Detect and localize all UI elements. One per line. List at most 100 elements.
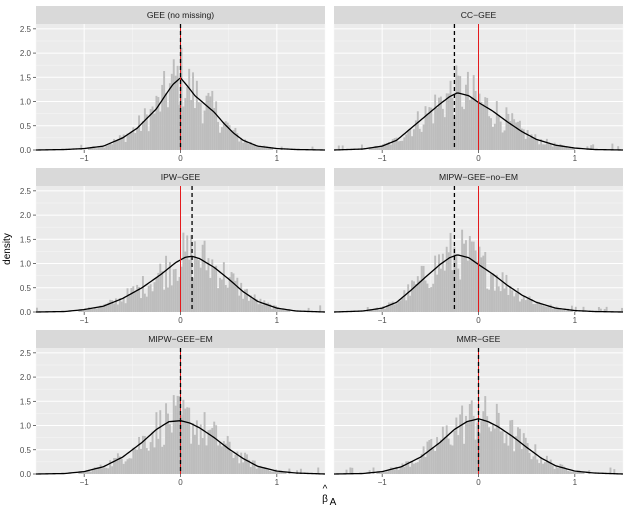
facet-panel: MMR−GEE −1 0 1 [333,330,624,487]
y-tick-label: 2.0 [20,211,32,220]
histogram-bar [382,471,385,474]
y-tick-label: 0.5 [20,122,32,131]
histogram-bar [441,108,444,150]
histogram-bar [180,47,183,150]
histogram-bar [407,461,410,474]
histogram-bar [386,305,388,312]
histogram-bar [128,294,131,312]
histogram-bar [153,113,156,150]
histogram-bar [240,137,243,150]
histogram-bar [497,286,500,312]
histogram-bar [238,463,241,474]
histogram-bar [517,121,519,150]
histogram-bar [134,133,137,150]
histogram-bar [36,307,38,312]
histogram-bar [530,459,533,474]
histogram-bar [124,141,127,150]
histogram-bar [567,470,570,474]
histogram-bar [557,144,560,150]
histogram-bar [507,445,510,474]
histogram-bar [559,463,562,474]
histogram-bar [199,267,202,312]
histogram-bar [205,445,208,474]
histogram-bar [397,141,400,150]
histogram-bar [82,310,85,312]
facet-strip [334,330,623,348]
histogram-bar [263,468,266,474]
histogram-bar [195,80,198,150]
histogram-bar [555,306,558,312]
histogram-bar [428,440,431,474]
histogram-bar [412,281,415,312]
histogram-bar [155,277,158,312]
histogram-bar [80,309,83,312]
histogram-bar [384,472,387,474]
histogram-bar [478,93,481,150]
histogram-bar [501,132,504,150]
histogram-bar [220,446,223,474]
x-tick-label: −1 [378,154,388,163]
histogram-bar [80,144,83,150]
histogram-bar [534,444,537,474]
histogram-bar [393,304,396,312]
histogram-bar [540,139,543,150]
histogram-bar [530,134,533,150]
histogram-bar [209,96,212,150]
histogram-bar [570,471,573,474]
histogram-bar [459,414,462,474]
histogram-bar [192,423,194,474]
histogram-bar [299,468,302,474]
histogram-bar [226,435,229,474]
histogram-bar [474,439,477,474]
histogram-bar [466,260,469,312]
histogram-bar [438,254,440,312]
histogram-bar [547,143,550,150]
facet-title: MMR−GEE [457,334,501,344]
histogram-bar [522,129,525,150]
histogram-bar [459,76,462,150]
histogram-bar [251,298,254,312]
histogram-bar [443,117,446,150]
histogram-bar [513,451,516,474]
histogram-bar [547,305,550,312]
histogram-bar [249,295,252,312]
histogram-bar [280,309,283,312]
histogram-bar [246,454,248,474]
histogram-bar [174,405,177,474]
histogram-bar [247,300,250,312]
histogram-bar [253,294,256,312]
histogram-bar [141,121,144,150]
histogram-bar [474,250,477,312]
histogram-bar [109,143,112,150]
histogram-bar [465,415,467,474]
histogram-bar [466,71,469,150]
histogram-bar [247,143,250,150]
y-axis-title: density [2,233,13,265]
histogram-bar [280,471,283,474]
histogram-bar [532,304,535,312]
histogram-bar [515,436,518,474]
histogram-bar [82,471,85,474]
histogram-bar [491,126,494,150]
histogram-bar [192,72,194,150]
histogram-bar [151,431,154,474]
histogram-bar [274,469,277,474]
histogram-bar [567,147,570,150]
histogram-bar [230,272,233,312]
histogram-bar [93,307,96,312]
histogram-bar [501,431,504,474]
histogram-bar [503,443,506,474]
histogram-bar [261,146,264,150]
histogram-bar [372,310,375,312]
histogram-bar [495,274,498,312]
histogram-bar [420,265,423,312]
histogram-bar [522,433,525,474]
histogram-bar [526,130,529,150]
histogram-bar [217,445,220,474]
histogram-bar [101,468,104,474]
histogram-bar [503,130,506,150]
histogram-bar [226,122,229,150]
histogram-bar [549,143,552,150]
histogram-bar [455,65,458,150]
histogram-bar [517,427,519,474]
